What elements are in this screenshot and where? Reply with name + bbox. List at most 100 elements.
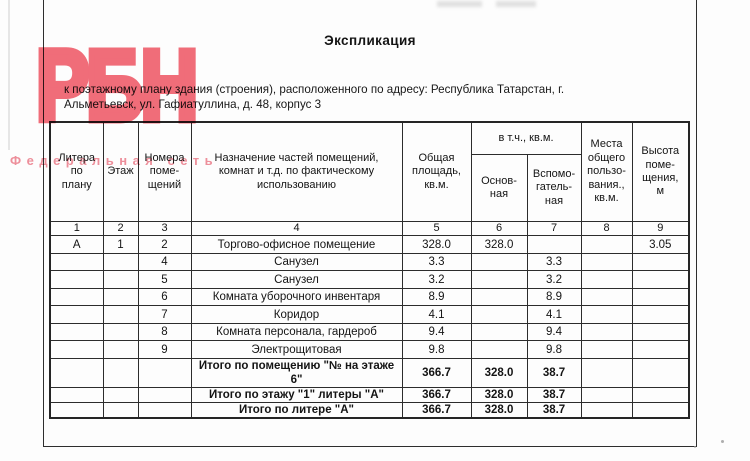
cell-common-area bbox=[580, 287, 633, 307]
cell-etazh bbox=[102, 305, 139, 324]
cell-name: Санузел bbox=[190, 270, 403, 289]
cell-aux-area: 8.9 bbox=[526, 287, 582, 307]
col-header-nomer: Номера поме- щений bbox=[137, 121, 192, 222]
cell-main-area: 328.0 bbox=[470, 235, 528, 254]
total-row-premise: Итого по помещению "№ на этаже 6" 366.7 … bbox=[49, 357, 690, 388]
cell-total-area: 3.3 bbox=[401, 252, 472, 272]
cell-height bbox=[631, 386, 690, 403]
header-row-2: Основ- ная Вспомо- гатель- ная bbox=[50, 154, 689, 222]
column-number: 3 bbox=[137, 220, 192, 237]
cell-nomer: 5 bbox=[137, 270, 192, 289]
col-header-litera: Литера по плану bbox=[49, 121, 104, 222]
cell-etazh bbox=[102, 252, 139, 272]
cell-main-area: 328.0 bbox=[470, 386, 528, 403]
table-row: 7 Коридор 4.1 4.1 bbox=[49, 305, 690, 324]
cell-common-area bbox=[580, 322, 633, 342]
cell-aux-area: 9.4 bbox=[526, 322, 582, 342]
column-number: 2 bbox=[102, 220, 139, 237]
cell-main-area bbox=[470, 287, 528, 307]
address-block: к поэтажному плану здания (строения), ра… bbox=[64, 82, 639, 112]
cell-litera bbox=[49, 252, 104, 272]
cell-nomer bbox=[137, 401, 192, 419]
cell-main-area bbox=[470, 270, 528, 289]
cell-etazh: 1 bbox=[102, 235, 139, 254]
cell-aux-area: 3.3 bbox=[526, 252, 582, 272]
cell-common-area bbox=[580, 235, 633, 254]
cell-common-area bbox=[580, 386, 633, 403]
cell-name: Торгово-офисное помещение bbox=[190, 235, 403, 254]
cell-litera bbox=[49, 322, 104, 342]
col-header-vtch: в т.ч., кв.м. bbox=[470, 121, 582, 155]
cell-height: 3.05 bbox=[631, 235, 690, 254]
total-label: Итого по литере "А" bbox=[190, 401, 403, 419]
cell-nomer: 8 bbox=[137, 322, 192, 342]
cell-height bbox=[631, 305, 690, 324]
cell-name: Комната персонала, гардероб bbox=[190, 322, 403, 342]
cell-height bbox=[631, 270, 690, 289]
cell-litera bbox=[49, 401, 104, 419]
col-header-obshchaya: Общая площадь, кв.м. bbox=[401, 121, 472, 222]
col-header-mesta: Места общего пользо- вания., кв.м. bbox=[580, 121, 633, 222]
cell-etazh bbox=[102, 386, 139, 403]
col-header-vysota: Высота поме- щения, м bbox=[631, 121, 690, 222]
cell-litera: А bbox=[49, 235, 104, 254]
table-row: 4 Санузел 3.3 3.3 bbox=[49, 252, 690, 272]
cell-height bbox=[631, 322, 690, 342]
cell-height bbox=[631, 401, 690, 419]
explication-table: Литера по плану Этаж Номера поме- щений … bbox=[49, 121, 691, 419]
cell-total-area: 9.8 bbox=[401, 340, 472, 359]
cell-main-area bbox=[470, 322, 528, 342]
cell-aux-area: 9.8 bbox=[526, 340, 582, 359]
scan-dot bbox=[694, 446, 696, 448]
cell-main-area: 328.0 bbox=[470, 357, 528, 388]
cell-nomer: 2 bbox=[137, 235, 192, 254]
cell-main-area: 328.0 bbox=[470, 401, 528, 419]
col-header-osnovnaya: Основ- ная bbox=[470, 154, 528, 222]
cell-main-area bbox=[470, 340, 528, 359]
column-number: 6 bbox=[470, 220, 528, 237]
cell-litera bbox=[49, 340, 104, 359]
cutoff-text-fragment bbox=[496, 1, 536, 7]
total-row-litera: Итого по литере "А" 366.7 328.0 38.7 bbox=[49, 401, 690, 419]
cell-name: Электрощитовая bbox=[190, 340, 403, 359]
col-header-etazh: Этаж bbox=[102, 121, 139, 222]
cell-nomer bbox=[137, 386, 192, 403]
cell-main-area bbox=[470, 252, 528, 272]
column-number: 4 bbox=[190, 220, 403, 237]
cell-aux-area: 4.1 bbox=[526, 305, 582, 324]
cell-total-area: 9.4 bbox=[401, 322, 472, 342]
cell-height bbox=[631, 340, 690, 359]
cell-etazh bbox=[102, 287, 139, 307]
cell-common-area bbox=[580, 401, 633, 419]
col-header-naznachenie: Назначение частей помещений, комнат и т.… bbox=[190, 121, 403, 222]
address-line-1: к поэтажному плану здания (строения), ра… bbox=[64, 83, 565, 96]
cell-litera bbox=[49, 357, 104, 388]
table-row: 5 Санузел 3.2 3.2 bbox=[49, 270, 690, 289]
cell-nomer: 6 bbox=[137, 287, 192, 307]
scan-dot bbox=[721, 440, 724, 443]
cell-litera bbox=[49, 287, 104, 307]
total-label: Итого по этажу "1" литеры "А" bbox=[190, 386, 403, 403]
cell-litera bbox=[49, 386, 104, 403]
cell-height bbox=[631, 287, 690, 307]
table-row: 8 Комната персонала, гардероб 9.4 9.4 bbox=[49, 322, 690, 342]
cell-main-area bbox=[470, 305, 528, 324]
header-row-1: Литера по плану Этаж Номера поме- щений … bbox=[49, 121, 690, 222]
page-border-frame bbox=[43, 0, 697, 447]
cutoff-text-fragment bbox=[437, 1, 482, 7]
total-row-floor: Итого по этажу "1" литеры "А" 366.7 328.… bbox=[49, 386, 690, 403]
cell-aux-area: 38.7 bbox=[526, 401, 582, 419]
cell-litera bbox=[49, 305, 104, 324]
column-number: 9 bbox=[631, 220, 690, 237]
cell-aux-area: 38.7 bbox=[526, 386, 582, 403]
cell-aux-area bbox=[526, 235, 582, 254]
column-number: 1 bbox=[49, 220, 104, 237]
cell-nomer bbox=[137, 357, 192, 388]
cell-total-area: 328.0 bbox=[401, 235, 472, 254]
cell-common-area bbox=[580, 340, 633, 359]
cell-total-area: 366.7 bbox=[401, 357, 472, 388]
total-label: Итого по помещению "№ на этаже 6" bbox=[190, 357, 403, 388]
cell-nomer: 9 bbox=[137, 340, 192, 359]
cell-etazh bbox=[102, 340, 139, 359]
cell-common-area bbox=[580, 252, 633, 272]
